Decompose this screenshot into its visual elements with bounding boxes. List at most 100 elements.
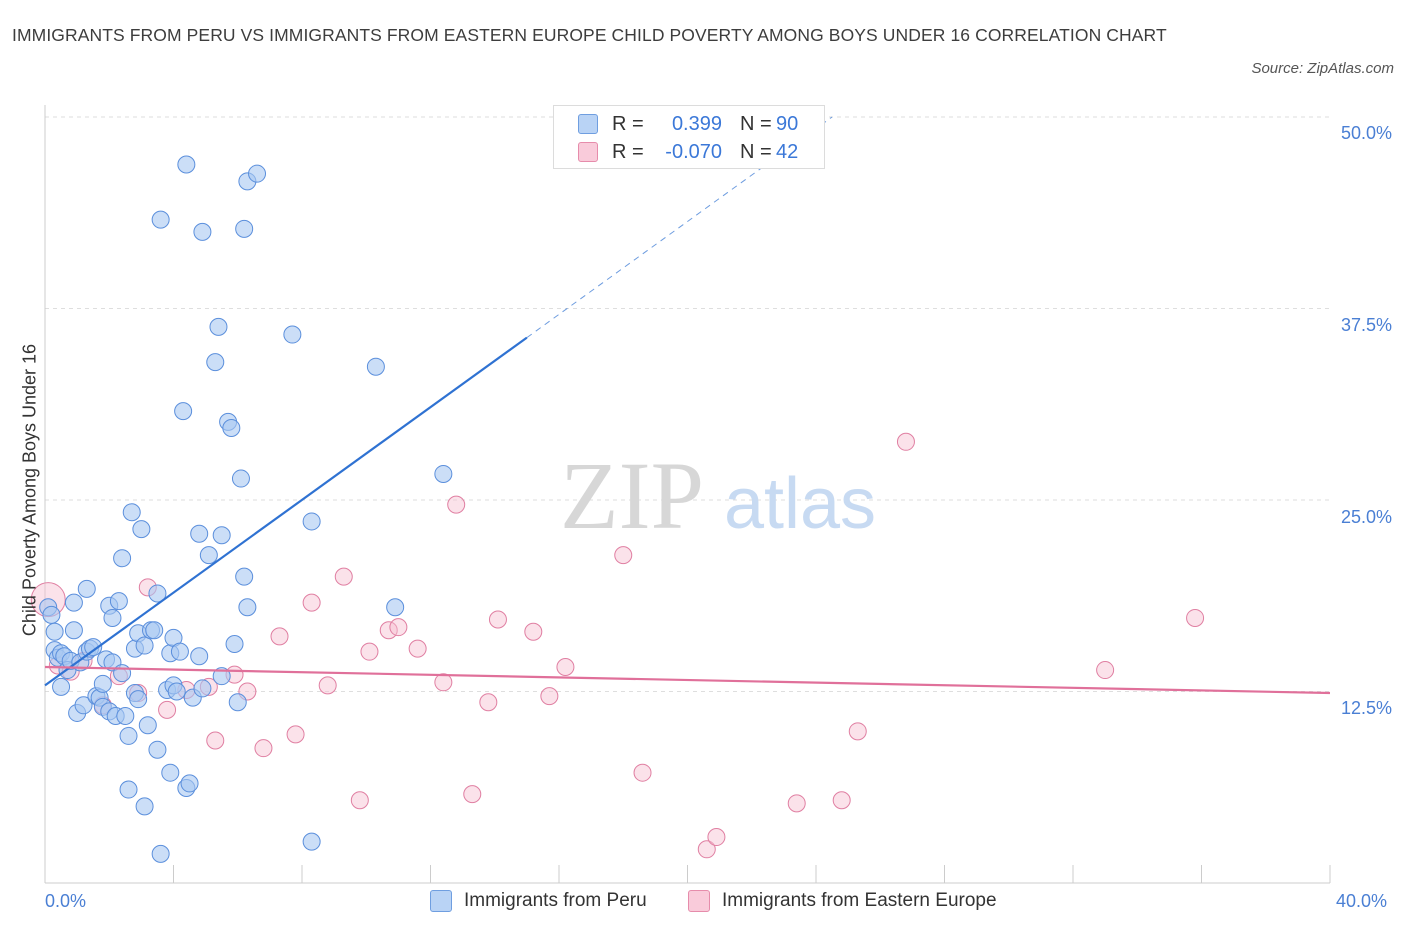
data-point-eastern-europe xyxy=(302,593,321,612)
series-legend: Immigrants from Peru Immigrants from Eas… xyxy=(0,888,1406,916)
data-point-peru xyxy=(148,740,167,759)
legend-swatch-eastern-europe xyxy=(578,142,598,162)
data-point-peru xyxy=(74,696,93,715)
data-point-eastern-europe xyxy=(614,546,633,565)
data-point-peru xyxy=(93,674,112,693)
data-point-eastern-europe xyxy=(318,676,337,695)
data-point-peru xyxy=(206,353,225,372)
data-point-eastern-europe xyxy=(832,791,851,810)
legend-row-eastern-europe: R = -0.070 N = 42 xyxy=(578,139,798,165)
data-point-eastern-europe xyxy=(334,567,353,586)
data-point-eastern-europe xyxy=(896,432,915,451)
data-point-eastern-europe xyxy=(254,739,273,758)
legend-row-peru: R = 0.399 N = 90 xyxy=(578,111,798,137)
data-point-peru xyxy=(283,325,302,344)
data-point-peru xyxy=(116,707,135,726)
watermark-zip: ZIP xyxy=(560,442,704,549)
data-point-peru xyxy=(235,567,254,586)
trend-line-eastern-europe xyxy=(44,665,1331,695)
data-point-peru xyxy=(42,605,61,624)
series-peru-points xyxy=(39,155,453,863)
trend-line-peru xyxy=(44,336,528,687)
data-point-peru xyxy=(45,622,64,641)
data-point-peru xyxy=(434,464,453,483)
legend-item-peru[interactable]: Immigrants from Peru xyxy=(430,890,647,912)
data-point-peru xyxy=(190,647,209,666)
y-tick-label-25: 25.0% xyxy=(1340,507,1392,527)
data-point-eastern-europe xyxy=(350,791,369,810)
data-point-peru xyxy=(222,418,241,437)
data-point-peru xyxy=(193,222,212,241)
data-point-eastern-europe xyxy=(206,731,225,750)
data-point-peru xyxy=(386,598,405,617)
data-point-peru xyxy=(129,690,148,709)
data-point-eastern-europe xyxy=(1186,608,1205,627)
data-point-eastern-europe xyxy=(633,763,652,782)
data-point-eastern-europe xyxy=(540,687,559,706)
x-tick-label-max: 40.0% xyxy=(1336,891,1388,911)
legend-swatch-peru xyxy=(430,890,452,912)
data-point-eastern-europe xyxy=(524,622,543,641)
data-point-peru xyxy=(248,164,267,183)
legend-n-label: N = xyxy=(740,140,772,163)
legend-swatch-eastern-europe xyxy=(688,890,710,912)
data-point-eastern-europe xyxy=(787,794,806,813)
gridlines xyxy=(45,116,1330,692)
data-point-eastern-europe xyxy=(697,840,716,859)
data-point-peru xyxy=(177,155,196,174)
data-point-peru xyxy=(52,677,71,696)
data-point-eastern-europe xyxy=(158,700,177,719)
legend-n-label: N = xyxy=(740,112,772,135)
data-point-peru xyxy=(113,549,132,568)
data-point-peru xyxy=(180,774,199,793)
data-point-eastern-europe xyxy=(556,657,575,676)
data-point-peru xyxy=(77,579,96,598)
data-point-peru xyxy=(190,524,209,543)
data-point-eastern-europe xyxy=(848,722,867,741)
source-label: Source: ZipAtlas.com xyxy=(1251,60,1394,77)
data-point-eastern-europe xyxy=(707,828,726,847)
watermark-atlas: atlas xyxy=(724,464,876,544)
x-tick-label-min: 0.0% xyxy=(45,891,87,911)
data-point-peru xyxy=(238,598,257,617)
data-point-peru xyxy=(212,667,231,686)
data-point-peru xyxy=(119,726,138,745)
data-point-peru xyxy=(132,520,151,539)
data-point-peru xyxy=(199,546,218,565)
data-point-peru xyxy=(113,664,132,683)
y-tick-label-50: 50.0% xyxy=(1340,123,1392,143)
data-point-peru xyxy=(151,210,170,229)
data-point-eastern-europe xyxy=(360,642,379,661)
data-point-eastern-europe xyxy=(408,639,427,658)
data-point-peru xyxy=(302,512,321,531)
legend-label-eastern-europe: Immigrants from Eastern Europe xyxy=(722,890,997,911)
data-point-peru xyxy=(161,763,180,782)
data-point-peru xyxy=(135,636,154,655)
data-point-peru xyxy=(119,780,138,799)
data-point-peru xyxy=(209,317,228,336)
data-point-eastern-europe xyxy=(286,725,305,744)
axes xyxy=(44,105,1331,884)
data-point-peru xyxy=(231,469,250,488)
legend-r-label: R = xyxy=(612,112,644,135)
legend-n-value-eastern-europe: 42 xyxy=(776,140,799,163)
data-point-peru xyxy=(228,693,247,712)
data-point-peru xyxy=(64,621,83,640)
data-point-eastern-europe xyxy=(389,618,408,637)
legend-item-eastern-europe[interactable]: Immigrants from Eastern Europe xyxy=(688,890,997,912)
data-point-peru xyxy=(84,638,103,657)
data-point-eastern-europe xyxy=(379,621,398,640)
data-point-peru xyxy=(225,635,244,654)
data-point-eastern-europe xyxy=(434,673,453,692)
data-point-peru xyxy=(302,832,321,851)
data-point-eastern-europe xyxy=(488,610,507,629)
data-point-peru xyxy=(148,584,167,603)
trend-lines xyxy=(44,116,1331,695)
data-point-peru xyxy=(170,642,189,661)
data-point-eastern-europe xyxy=(1096,661,1115,680)
chart-title: IMMIGRANTS FROM PERU VS IMMIGRANTS FROM … xyxy=(12,25,1167,45)
data-point-peru xyxy=(151,844,170,863)
legend-r-value-peru: 0.399 xyxy=(671,112,722,135)
y-tick-label-37-5: 37.5% xyxy=(1340,315,1392,335)
